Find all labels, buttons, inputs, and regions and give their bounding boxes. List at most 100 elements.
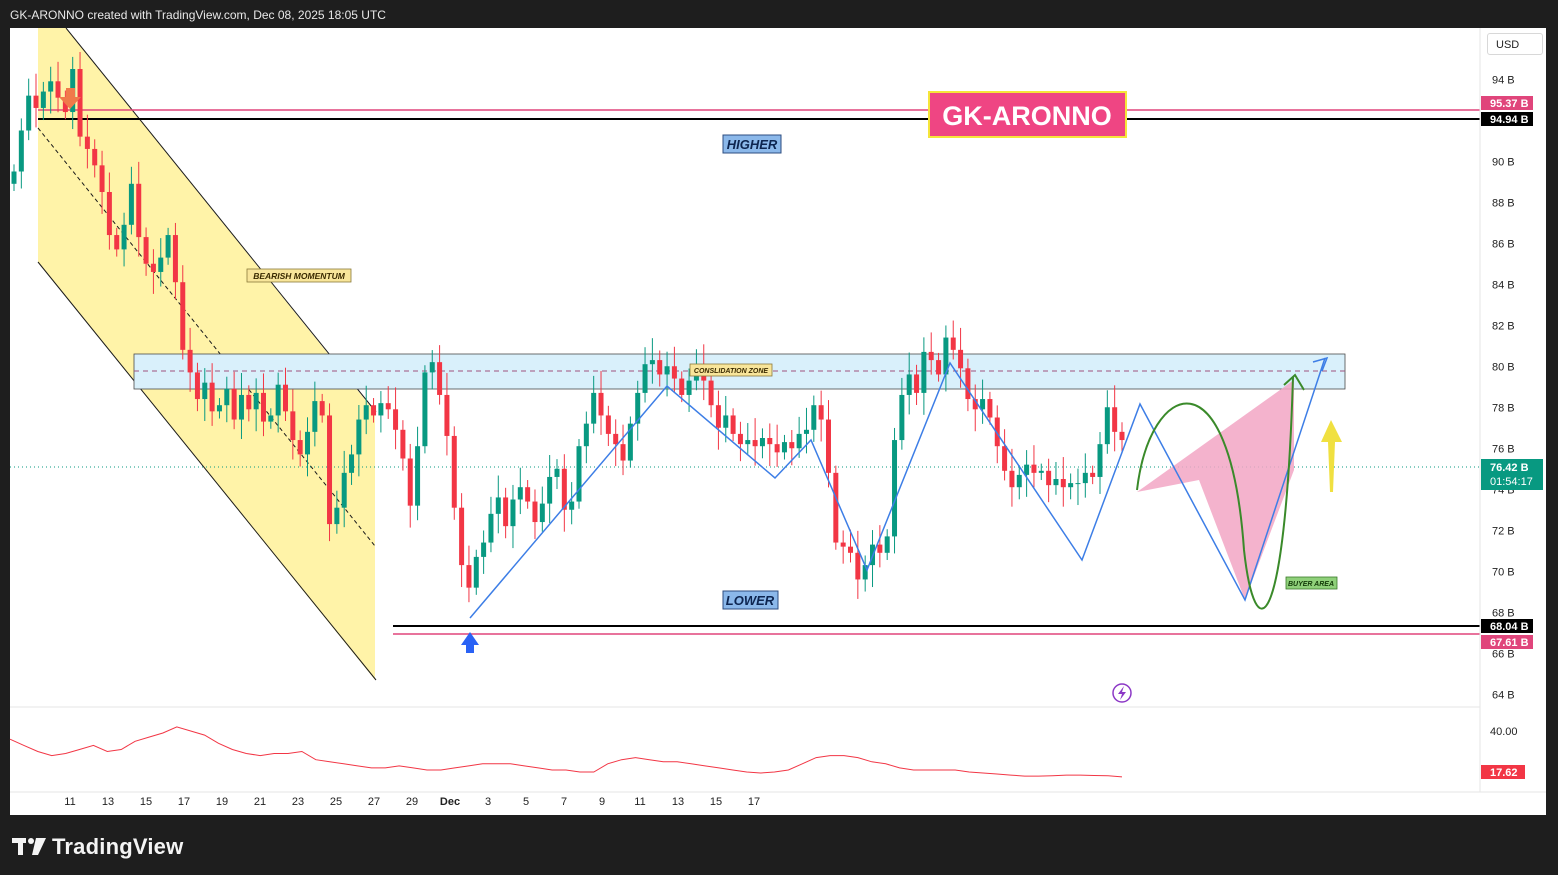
higher-label: HIGHER xyxy=(727,137,778,152)
candle xyxy=(158,238,164,287)
candle xyxy=(796,416,802,458)
candle xyxy=(620,424,626,476)
candle xyxy=(363,385,369,435)
lightning-icon[interactable] xyxy=(1112,683,1132,703)
candle xyxy=(906,352,912,415)
price-tick-label: 66 B xyxy=(1492,648,1515,660)
arc-arrow-head xyxy=(1283,373,1305,391)
candle xyxy=(231,371,237,430)
candle xyxy=(106,172,112,250)
candle xyxy=(591,375,597,434)
price-tick-label: 84 B xyxy=(1492,279,1515,291)
candle xyxy=(422,365,428,454)
candle xyxy=(1082,453,1088,498)
time-tick-label: 25 xyxy=(330,796,342,808)
candle xyxy=(635,380,641,441)
price-tick-label: 80 B xyxy=(1492,361,1515,373)
candle xyxy=(715,390,721,450)
price-badge-current: 76.42 B 01:54:17 xyxy=(1481,459,1543,490)
tradingview-logo[interactable]: TradingView xyxy=(12,834,183,860)
candle xyxy=(767,423,773,467)
time-tick-label: 17 xyxy=(748,796,760,808)
candle xyxy=(224,376,230,423)
time-tick-label: 15 xyxy=(710,796,722,808)
candle xyxy=(936,352,942,382)
candle xyxy=(965,358,971,412)
time-tick-label: 9 xyxy=(599,796,605,808)
consolidation-label: CONSLIDATION ZONE xyxy=(694,368,768,375)
candle xyxy=(642,347,648,403)
candle xyxy=(385,386,391,419)
price-tick-label: 72 B xyxy=(1492,525,1515,537)
candle xyxy=(415,426,421,521)
indicator-badge: 17.62 xyxy=(1481,765,1525,779)
candle xyxy=(429,350,435,390)
candle xyxy=(745,423,751,454)
candle xyxy=(1053,461,1059,495)
time-axis[interactable]: 11 13 15 17 19 21 23 25 27 29 Dec 3 5 7 9 11 13 15 17 xyxy=(64,796,760,808)
candle xyxy=(481,530,487,574)
yellow-up-arrow xyxy=(1321,420,1342,492)
candle xyxy=(708,370,714,418)
candle xyxy=(781,434,787,460)
candle xyxy=(349,444,355,485)
candle xyxy=(290,389,296,460)
candle xyxy=(1068,473,1074,500)
candle xyxy=(121,212,127,267)
candle xyxy=(18,118,24,189)
candle xyxy=(664,351,670,397)
candle xyxy=(833,465,839,550)
svg-text:01:54:17: 01:54:17 xyxy=(1490,476,1533,488)
time-tick-label: 19 xyxy=(216,796,228,808)
candle xyxy=(943,325,949,392)
candle xyxy=(1031,445,1037,488)
candle xyxy=(216,398,222,419)
channel-mid-line xyxy=(37,127,376,547)
price-tick-label: 76 B xyxy=(1492,443,1515,455)
candle xyxy=(33,73,39,128)
candle xyxy=(136,161,142,257)
candle xyxy=(26,78,32,141)
price-tick-label: 88 B xyxy=(1492,197,1515,209)
candle xyxy=(980,379,986,424)
candle xyxy=(495,475,501,534)
projection-arrow-head xyxy=(1312,356,1329,372)
candle xyxy=(451,426,457,520)
svg-text:67.61 B: 67.61 B xyxy=(1490,637,1529,649)
candle xyxy=(884,529,890,560)
candle xyxy=(987,391,993,425)
time-tick-label: 17 xyxy=(178,796,190,808)
candle xyxy=(1046,458,1052,503)
time-tick-label: 27 xyxy=(368,796,380,808)
projection-pink-area xyxy=(1137,380,1294,600)
price-tick-label: 90 B xyxy=(1492,156,1515,168)
price-tick-label: 68 B xyxy=(1492,607,1515,619)
price-axis[interactable]: 96 B94 B92 B90 B88 B86 B84 B82 B80 B78 B… xyxy=(1492,33,1515,701)
tradingview-logo-icon xyxy=(12,838,46,855)
candle xyxy=(1060,457,1066,507)
candle xyxy=(752,418,758,466)
candle xyxy=(503,487,509,539)
candle xyxy=(319,393,325,423)
footer-bar xyxy=(0,815,1558,875)
candle xyxy=(488,496,494,553)
price-badge-top-black: 94.94 B xyxy=(1481,112,1533,126)
tradingview-logo-text: TradingView xyxy=(52,834,184,859)
candle xyxy=(297,430,303,467)
svg-text:94.94 B: 94.94 B xyxy=(1490,114,1529,126)
candle xyxy=(517,467,523,515)
time-tick-label: 13 xyxy=(102,796,114,808)
candle xyxy=(312,381,318,447)
candle xyxy=(437,345,443,405)
time-tick-label: 11 xyxy=(64,796,75,808)
price-tick-label: 86 B xyxy=(1492,238,1515,250)
candle xyxy=(282,367,288,421)
candle xyxy=(950,320,956,360)
candle xyxy=(238,373,244,440)
svg-text:17.62: 17.62 xyxy=(1490,767,1518,779)
candle xyxy=(679,371,685,403)
svg-text:76.42 B: 76.42 B xyxy=(1490,462,1529,474)
buyer-label-box xyxy=(1285,576,1338,590)
currency-button[interactable]: USD xyxy=(1487,33,1543,55)
